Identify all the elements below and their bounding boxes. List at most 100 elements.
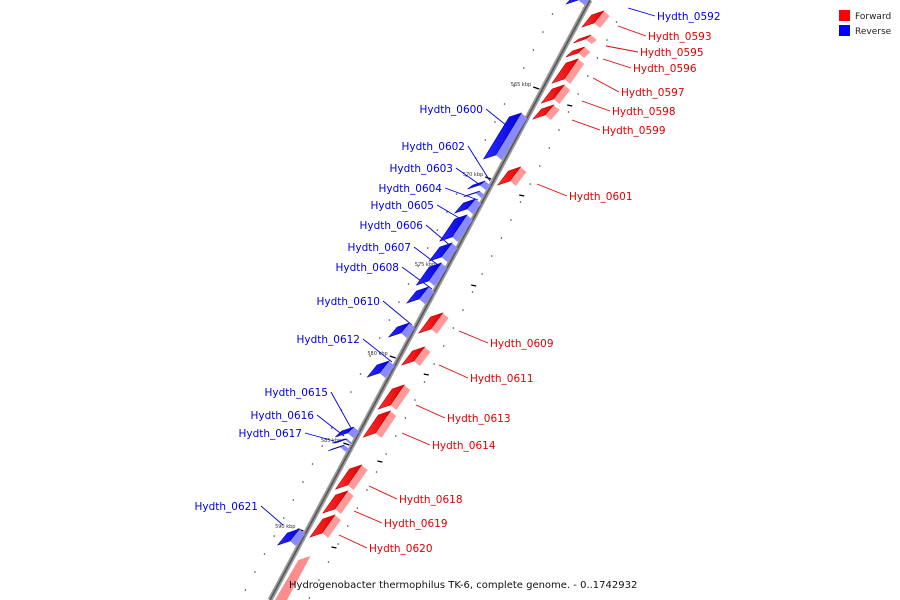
minor-dot bbox=[510, 219, 512, 221]
genome-backbone bbox=[267, 0, 593, 600]
leader-hydth-0599 bbox=[571, 119, 601, 131]
gene-hydth-0598[interactable] bbox=[540, 84, 571, 104]
gene-hydth-0597[interactable] bbox=[551, 58, 585, 84]
gene-hydth-0615[interactable] bbox=[335, 426, 360, 438]
gene-hydth-0612[interactable] bbox=[366, 360, 395, 378]
gene-label-hydth-0608[interactable]: Hydth_0608 bbox=[335, 262, 399, 274]
gene-label-hydth-0620[interactable]: Hydth_0620 bbox=[369, 543, 433, 555]
leader-hydth-0614 bbox=[401, 432, 431, 446]
gene-label-hydth-0593[interactable]: Hydth_0593 bbox=[648, 31, 712, 43]
minor-dot bbox=[385, 453, 387, 455]
minor-dot bbox=[513, 85, 515, 87]
gene-hydth-0617[interactable] bbox=[327, 444, 351, 452]
minor-dot bbox=[388, 319, 391, 321]
minor-dot bbox=[254, 571, 256, 573]
minor-dot bbox=[375, 471, 378, 473]
leader-hydth-0621 bbox=[260, 505, 284, 526]
gene-hydth-0593[interactable] bbox=[581, 10, 610, 28]
minor-dot bbox=[442, 345, 445, 347]
gene-label-hydth-0596[interactable]: Hydth_0596 bbox=[633, 63, 697, 75]
gene-label-hydth-0607[interactable]: Hydth_0607 bbox=[347, 242, 411, 254]
gene-hydth-0610[interactable] bbox=[387, 322, 416, 338]
gene-hydth-0613[interactable] bbox=[377, 384, 411, 410]
gene-label-hydth-0610[interactable]: Hydth_0610 bbox=[316, 296, 380, 308]
gene-hydth-0604[interactable] bbox=[453, 198, 482, 214]
label-leaders bbox=[260, 7, 656, 549]
gene-label-hydth-0600[interactable]: Hydth_0600 bbox=[419, 104, 483, 116]
gene-hydth-0602[interactable] bbox=[467, 180, 491, 190]
tick-mark bbox=[343, 442, 350, 446]
tick-mark-opposite bbox=[471, 284, 477, 287]
gene-label-hydth-0599[interactable]: Hydth_0599 bbox=[602, 125, 666, 137]
gene-hydth-0618[interactable] bbox=[334, 464, 368, 490]
gene-label-hydth-0615[interactable]: Hydth_0615 bbox=[264, 387, 328, 399]
gene-hydth-0595[interactable] bbox=[573, 34, 597, 44]
gene-label-hydth-0614[interactable]: Hydth_0614 bbox=[432, 440, 496, 452]
minor-dot bbox=[302, 481, 304, 483]
minor-dot bbox=[558, 129, 560, 131]
leader-hydth-0596 bbox=[602, 58, 632, 69]
minor-dot bbox=[436, 229, 439, 231]
tick-label: 570 kbp bbox=[463, 172, 483, 178]
minor-dot bbox=[263, 553, 266, 555]
legend-label-reverse: Reverse bbox=[855, 27, 892, 37]
minor-dot bbox=[350, 391, 352, 393]
gene-hydth-0614[interactable] bbox=[362, 410, 397, 438]
minor-dot bbox=[567, 111, 570, 113]
gene-label-hydth-0592[interactable]: Hydth_0592 bbox=[657, 11, 721, 23]
gene-label-hydth-0616[interactable]: Hydth_0616 bbox=[250, 410, 314, 422]
gene-label-hydth-0595[interactable]: Hydth_0595 bbox=[640, 47, 704, 59]
gene-hydth-0596[interactable] bbox=[565, 46, 591, 58]
gene-label-hydth-0605[interactable]: Hydth_0605 bbox=[370, 200, 434, 212]
gene-hydth-0620[interactable] bbox=[309, 514, 341, 538]
gene-hydth-0599[interactable] bbox=[532, 104, 560, 120]
leader-hydth-0612 bbox=[362, 338, 393, 363]
gene-hydth-0616[interactable] bbox=[332, 438, 354, 444]
gene-label-hydth-0597[interactable]: Hydth_0597 bbox=[621, 87, 685, 99]
minor-ticks bbox=[244, 13, 618, 599]
tick-mark-opposite bbox=[331, 546, 337, 549]
gene-hydth-0611[interactable] bbox=[400, 346, 431, 366]
gene-label-hydth-0602[interactable]: Hydth_0602 bbox=[401, 141, 465, 153]
gene-hydth-0601[interactable] bbox=[496, 166, 527, 186]
minor-dot bbox=[519, 201, 522, 203]
gene-label-hydth-0604[interactable]: Hydth_0604 bbox=[378, 183, 442, 195]
minor-dot bbox=[407, 283, 410, 285]
leader-hydth-0613 bbox=[415, 404, 446, 419]
minor-dot bbox=[433, 363, 435, 365]
gene-hydth-0608[interactable] bbox=[405, 286, 435, 304]
gene-hydth-0619[interactable] bbox=[322, 490, 354, 514]
gene-hydth-0605[interactable] bbox=[439, 214, 473, 242]
minor-dot bbox=[311, 463, 314, 465]
gene-hydth-0603[interactable] bbox=[463, 190, 486, 198]
gene-label-hydth-0603[interactable]: Hydth_0603 bbox=[389, 163, 453, 175]
leader-hydth-0604 bbox=[444, 187, 479, 201]
tick-mark-opposite bbox=[377, 460, 383, 463]
gene-label-hydth-0619[interactable]: Hydth_0619 bbox=[384, 518, 448, 530]
minor-dot bbox=[471, 291, 474, 293]
gene-label-hydth-0609[interactable]: Hydth_0609 bbox=[490, 338, 554, 350]
gene-hydth-0592[interactable] bbox=[565, 0, 592, 5]
minor-dot bbox=[615, 21, 618, 23]
gene-label-hydth-0617[interactable]: Hydth_0617 bbox=[238, 428, 302, 440]
gene-label-hydth-0618[interactable]: Hydth_0618 bbox=[399, 494, 463, 506]
minor-dot bbox=[273, 535, 275, 537]
gene-hydth-0621[interactable] bbox=[276, 528, 306, 546]
gene-label-hydth-0606[interactable]: Hydth_0606 bbox=[359, 220, 423, 232]
gene-hydth-0606[interactable] bbox=[428, 242, 458, 262]
gene-label-hydth-0601[interactable]: Hydth_0601 bbox=[569, 191, 633, 203]
tick-label: 590 kbp bbox=[275, 524, 295, 530]
minor-dot bbox=[503, 103, 506, 105]
gene-label-hydth-0621[interactable]: Hydth_0621 bbox=[194, 501, 258, 513]
gene-hydth-0600[interactable] bbox=[482, 112, 528, 160]
minor-dot bbox=[452, 327, 455, 329]
gene-label-hydth-0611[interactable]: Hydth_0611 bbox=[470, 373, 534, 385]
gene-label-hydth-0613[interactable]: Hydth_0613 bbox=[447, 413, 511, 425]
minor-dot bbox=[484, 139, 487, 141]
gene-label-hydth-0612[interactable]: Hydth_0612 bbox=[296, 334, 360, 346]
gene-label-hydth-0598[interactable]: Hydth_0598 bbox=[612, 106, 676, 118]
gene-hydth-0607[interactable] bbox=[415, 262, 448, 286]
minor-dot bbox=[366, 489, 368, 491]
minor-dot bbox=[551, 13, 554, 15]
gene-hydth-0609[interactable] bbox=[418, 312, 449, 334]
